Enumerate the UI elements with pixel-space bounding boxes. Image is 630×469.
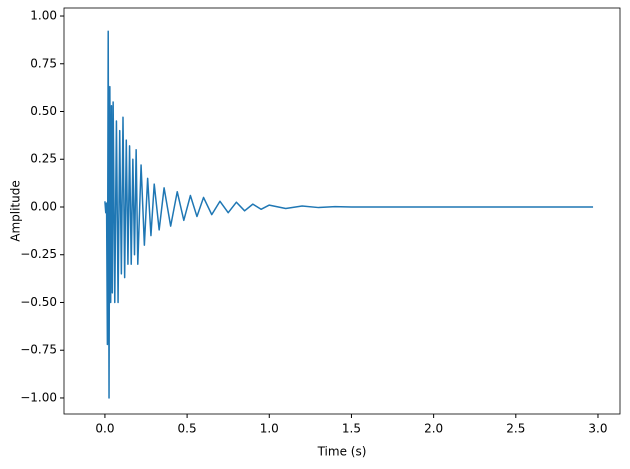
y-tick-label: 0.75 xyxy=(30,56,57,70)
y-tick-label: −0.50 xyxy=(20,295,57,309)
y-axis-label: Amplitude xyxy=(9,180,23,242)
x-tick-label: 2.0 xyxy=(424,422,443,436)
x-tick-label: 0.5 xyxy=(178,422,197,436)
x-tick-label: 1.0 xyxy=(260,422,279,436)
y-tick-label: 0.00 xyxy=(30,199,57,213)
y-tick-label: −1.00 xyxy=(20,390,57,404)
y-tick-label: 0.50 xyxy=(30,104,57,118)
x-tick-label: 2.5 xyxy=(506,422,525,436)
y-tick-label: −0.25 xyxy=(20,247,57,261)
y-tick-label: −0.75 xyxy=(20,343,57,357)
x-tick-label: 3.0 xyxy=(588,422,607,436)
x-tick-label: 1.5 xyxy=(342,422,361,436)
x-axis-label: Time (s) xyxy=(317,445,367,459)
x-tick-label: 0.0 xyxy=(95,422,114,436)
plot-frame xyxy=(63,7,621,415)
waveform-line xyxy=(104,30,594,399)
y-tick-label: 1.00 xyxy=(30,9,57,23)
y-tick-label: 0.25 xyxy=(30,152,57,166)
